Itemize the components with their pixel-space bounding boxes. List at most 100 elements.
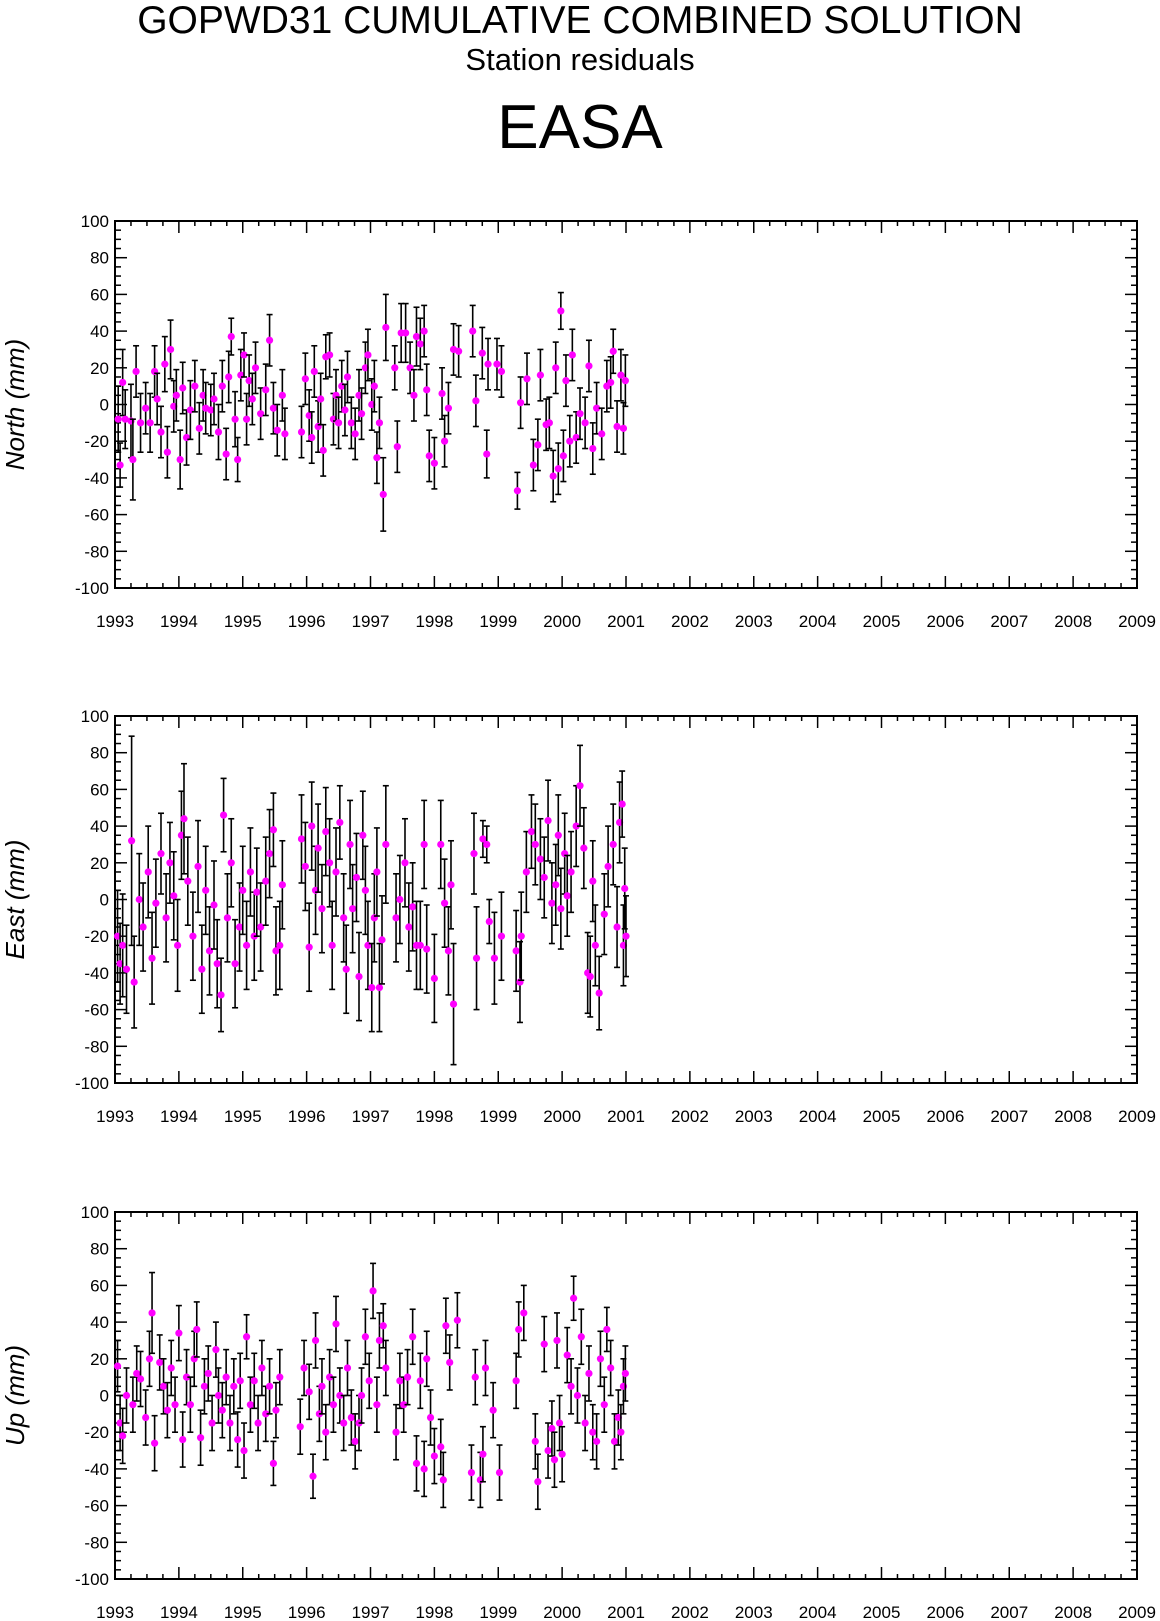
data-point (322, 1428, 330, 1436)
data-point (472, 954, 481, 962)
y-tick-label: -60 (84, 1001, 109, 1020)
data-point (416, 1377, 424, 1385)
data-point (559, 452, 568, 460)
data-point (558, 1450, 566, 1458)
data-point (326, 1373, 334, 1381)
data-point (173, 941, 182, 949)
data-point (142, 404, 150, 412)
data-point (148, 1309, 156, 1317)
data-point (262, 1410, 270, 1418)
y-tick-label: 60 (90, 285, 109, 304)
x-tick-label: 2005 (863, 1107, 901, 1126)
data-point (213, 960, 221, 968)
data-point (453, 1316, 461, 1324)
data-point (253, 888, 261, 896)
data-point (254, 1419, 262, 1427)
x-tick-label: 2001 (607, 612, 645, 631)
data-point (351, 1437, 359, 1445)
x-tick-label: 1996 (288, 612, 326, 631)
data-point (479, 1450, 487, 1458)
data-point (393, 443, 401, 451)
data-point (269, 404, 278, 412)
data-point (128, 837, 136, 845)
x-tick-label: 2003 (735, 612, 773, 631)
data-point (276, 941, 284, 949)
data-point (336, 1391, 344, 1400)
data-point (180, 815, 188, 823)
x-tick-label: 2009 (1118, 612, 1156, 631)
x-tick-label: 2007 (990, 1107, 1028, 1126)
data-point (423, 386, 431, 394)
x-tick-label: 2008 (1054, 1603, 1092, 1621)
data-point (567, 1382, 575, 1390)
x-tick-label: 2008 (1054, 612, 1092, 631)
data-point (129, 1401, 137, 1409)
data-point (607, 1364, 615, 1372)
data-point (585, 362, 593, 370)
data-point (382, 323, 390, 332)
data-point (469, 327, 477, 335)
chart-subtitle: Station residuals (465, 42, 695, 77)
data-point (552, 881, 560, 889)
data-point (223, 914, 232, 922)
data-point (512, 1377, 520, 1385)
data-point (420, 840, 428, 849)
x-tick-label: 2000 (543, 1603, 581, 1621)
data-point (314, 844, 322, 852)
x-tick-label: 1994 (160, 1603, 198, 1621)
data-point (440, 899, 449, 907)
data-point (621, 884, 629, 893)
data-point (204, 1369, 212, 1378)
data-point (214, 1391, 223, 1400)
x-tick-label: 2001 (607, 1107, 645, 1126)
data-point (231, 415, 239, 423)
data-point (166, 859, 174, 867)
data-point (305, 1388, 313, 1396)
data-point (186, 1401, 194, 1409)
data-point (472, 397, 480, 405)
y-tick-label: 60 (90, 780, 109, 799)
data-point (370, 382, 378, 390)
data-point (262, 877, 270, 885)
data-point (296, 1423, 304, 1431)
chart-title: GOPWD31 CUMULATIVE COMBINED SOLUTION (137, 0, 1023, 42)
data-point (618, 800, 626, 808)
data-point (402, 329, 410, 337)
data-point (580, 844, 588, 852)
x-tick-label: 1998 (415, 612, 453, 631)
data-point (309, 1472, 317, 1480)
data-point (548, 1424, 556, 1433)
y-axis-label: Up (mm) (0, 1345, 30, 1446)
y-tick-label: 20 (90, 359, 109, 378)
data-point (490, 954, 499, 962)
data-point (332, 868, 340, 876)
data-point (352, 873, 361, 882)
data-point (401, 859, 409, 867)
data-point (581, 419, 589, 427)
data-point (581, 1419, 589, 1427)
data-point (613, 923, 621, 931)
data-point (610, 1437, 619, 1445)
data-point (375, 1336, 384, 1345)
data-point (171, 1401, 179, 1409)
data-point (116, 461, 124, 469)
data-point (311, 1336, 320, 1345)
data-point (230, 1382, 238, 1390)
data-point (269, 1459, 278, 1467)
x-tick-label: 2002 (671, 1107, 709, 1126)
data-point (157, 850, 165, 858)
data-point (153, 395, 161, 403)
data-point (262, 386, 270, 394)
data-point (536, 855, 545, 863)
data-point (347, 1413, 355, 1422)
data-point (410, 391, 418, 399)
data-point (273, 426, 281, 434)
y-tick-label: -40 (84, 1460, 109, 1479)
data-point (617, 1428, 625, 1436)
x-tick-label: 2007 (990, 1603, 1028, 1621)
data-point (272, 947, 280, 955)
data-point (585, 1369, 593, 1378)
data-point (557, 307, 565, 315)
data-point (341, 406, 349, 414)
y-tick-label: 100 (81, 1203, 109, 1222)
